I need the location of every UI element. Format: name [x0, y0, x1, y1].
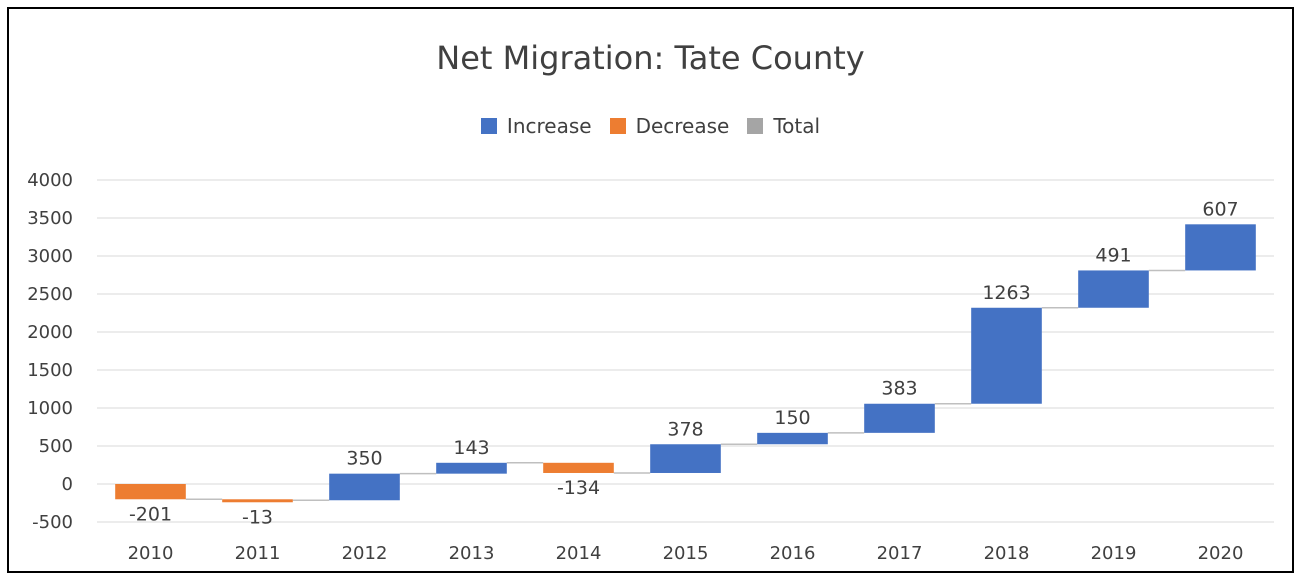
x-tick-label: 2011: [235, 543, 281, 564]
x-tick-label: 2012: [342, 543, 388, 564]
data-label: 491: [1095, 244, 1131, 266]
y-tick-label: 4000: [27, 170, 73, 191]
x-tick-label: 2013: [449, 543, 495, 564]
y-tick-label: 500: [39, 436, 73, 457]
y-tick-label: 1500: [27, 360, 73, 381]
y-tick-label: 3000: [27, 246, 73, 267]
data-label: 150: [774, 407, 810, 429]
decrease-bar: [115, 484, 186, 500]
y-tick-label: 0: [62, 474, 73, 495]
data-label: 378: [667, 418, 703, 440]
x-tick-label: 2018: [984, 543, 1030, 564]
legend-swatch-decrease: [609, 118, 626, 134]
x-tick-label: 2014: [556, 543, 602, 564]
y-tick-label: 2000: [27, 322, 73, 343]
legend-item-increase: Increase: [480, 114, 592, 138]
decrease-bar: [222, 499, 293, 503]
increase-bar: [650, 444, 721, 473]
data-label: 350: [346, 448, 382, 470]
data-label: 607: [1202, 198, 1238, 220]
increase-bar: [971, 307, 1042, 404]
legend-item-total: Total: [747, 114, 820, 138]
x-tick-label: 2017: [877, 543, 923, 564]
legend-label-total: Total: [773, 114, 821, 138]
decrease-bar: [543, 462, 614, 473]
x-tick-label: 2015: [663, 543, 709, 564]
legend-item-decrease: Decrease: [609, 114, 730, 138]
data-label: 383: [881, 378, 917, 400]
data-label: -201: [129, 503, 172, 525]
increase-bar: [757, 432, 828, 445]
data-label: -13: [242, 506, 273, 528]
x-tick-label: 2020: [1198, 543, 1244, 564]
chart-legend: Increase Decrease Total: [9, 114, 1292, 138]
x-tick-label: 2016: [770, 543, 816, 564]
data-label: 143: [453, 437, 489, 459]
x-tick-label: 2010: [128, 543, 174, 564]
y-tick-label: 3500: [27, 208, 73, 229]
increase-bar: [1078, 270, 1149, 308]
waterfall-plot: 4000 3500 3000 2500 2000 1500 1000 500 0 -500 -201…: [27, 170, 1274, 564]
increase-bar: [436, 462, 507, 474]
legend-label-decrease: Decrease: [635, 114, 730, 138]
chart-title: Net Migration: Tate County: [436, 39, 865, 77]
data-label: 1263: [982, 282, 1030, 304]
y-tick-label: 2500: [27, 284, 73, 305]
legend-swatch-total: [747, 118, 764, 134]
chart-frame: Net Migration: Tate County Increase Decr…: [7, 7, 1294, 573]
y-tick-label: -500: [32, 512, 73, 533]
legend-label-increase: Increase: [506, 114, 592, 138]
increase-bar: [1185, 224, 1256, 271]
data-label: -134: [557, 477, 600, 499]
x-tick-label: 2019: [1091, 543, 1137, 564]
y-tick-label: 1000: [27, 398, 73, 419]
increase-bar: [864, 403, 935, 433]
legend-swatch-increase: [480, 118, 497, 134]
increase-bar: [329, 473, 400, 501]
